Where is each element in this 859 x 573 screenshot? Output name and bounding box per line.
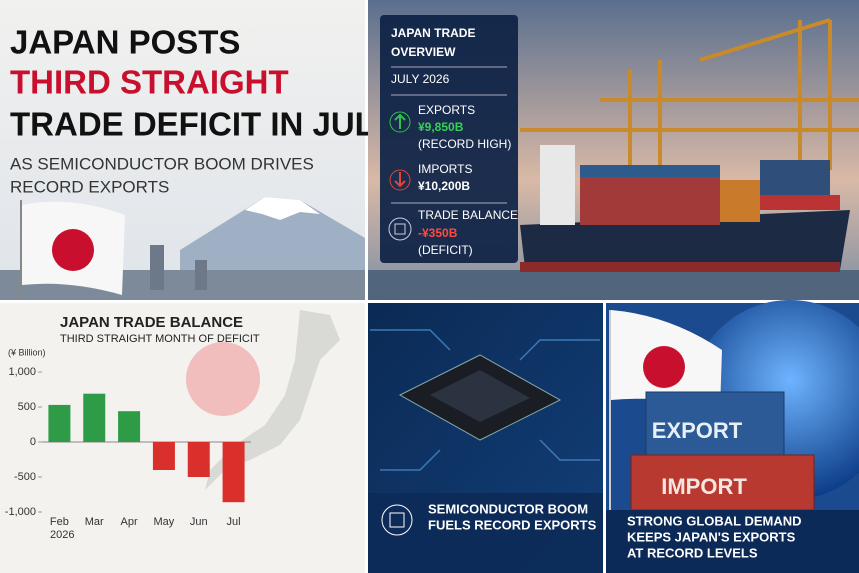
overview-title: OVERVIEW bbox=[391, 45, 456, 59]
flag-sun bbox=[643, 346, 685, 388]
container-label: IMPORT bbox=[661, 474, 747, 499]
x-year-label: 2026 bbox=[50, 529, 74, 541]
semiconductor-panel: SEMICONDUCTOR BOOM FUELS RECORD EXPORTS bbox=[368, 303, 603, 573]
down-arrow bbox=[394, 172, 406, 188]
caption: STRONG GLOBAL DEMAND bbox=[627, 513, 802, 528]
x-tick-label: Feb bbox=[50, 516, 69, 528]
chart-title: JAPAN TRADE BALANCE bbox=[60, 314, 243, 331]
y-tick-label: -1,000 bbox=[5, 506, 36, 518]
caption: SEMICONDUCTOR BOOM bbox=[428, 501, 588, 516]
x-tick-label: May bbox=[154, 516, 175, 528]
chip-die bbox=[430, 370, 530, 422]
chip-icon bbox=[388, 217, 412, 241]
building bbox=[195, 260, 207, 290]
cranes bbox=[520, 18, 859, 180]
balance-label: TRADE BALANCE bbox=[418, 208, 518, 222]
caption: AT RECORD LEVELS bbox=[627, 545, 758, 560]
chart-panel: JAPAN TRADE BALANCE THIRD STRAIGHT MONTH… bbox=[0, 303, 365, 573]
y-axis-label: (¥ Billion) bbox=[8, 347, 46, 357]
imports-label: IMPORTS bbox=[418, 162, 472, 176]
y-tick-label: 0 bbox=[30, 436, 36, 448]
icon bbox=[389, 111, 411, 133]
container-label: EXPORT bbox=[652, 418, 743, 443]
headline-panel: JAPAN POSTS THIRD STRAIGHT TRADE DEFICIT… bbox=[0, 0, 394, 300]
exports-note: (RECORD HIGH) bbox=[418, 137, 511, 151]
bar bbox=[83, 393, 106, 442]
water bbox=[368, 270, 859, 300]
container bbox=[645, 391, 785, 456]
up-arrow bbox=[394, 113, 406, 129]
containers bbox=[580, 160, 840, 225]
ship-panel: JAPAN TRADE OVERVIEW JULY 2026 EXPORTS ¥… bbox=[368, 0, 859, 300]
hull-band bbox=[520, 262, 840, 272]
overview-period: JULY 2026 bbox=[391, 72, 450, 86]
headline-line: JAPAN POSTS bbox=[10, 24, 240, 61]
imports-value: ¥10,200B bbox=[418, 179, 470, 193]
exports-value: ¥9,850B bbox=[418, 120, 464, 134]
global-panel: EXPORT IMPORT STRONG GLOBAL DEMAND KEEPS… bbox=[606, 300, 859, 573]
x-tick-label: Apr bbox=[121, 516, 138, 528]
bar bbox=[118, 411, 141, 442]
caption-box bbox=[606, 510, 859, 573]
headline-subtitle: AS SEMICONDUCTOR BOOM DRIVES bbox=[10, 154, 314, 173]
exports-label: EXPORTS bbox=[418, 103, 475, 117]
caption-box bbox=[368, 493, 603, 573]
bar bbox=[152, 442, 175, 470]
headline-subtitle: RECORD EXPORTS bbox=[10, 177, 169, 196]
x-tick-label: Mar bbox=[85, 516, 104, 528]
y-tick-label: -500 bbox=[14, 471, 36, 483]
chip-icon bbox=[394, 223, 406, 235]
sun-circle bbox=[186, 342, 260, 416]
y-tick-label: 500 bbox=[18, 401, 36, 413]
balance-value: -¥350B bbox=[418, 226, 458, 240]
chart-subtitle: THIRD STRAIGHT MONTH OF DEFICIT bbox=[60, 333, 260, 345]
bar bbox=[48, 404, 71, 442]
flag-sun bbox=[52, 229, 94, 271]
circuit-traces bbox=[370, 329, 600, 471]
building bbox=[150, 245, 164, 290]
balance-note: (DEFICIT) bbox=[418, 243, 473, 257]
icon bbox=[389, 169, 411, 191]
caption: FUELS RECORD EXPORTS bbox=[428, 517, 597, 532]
bridge bbox=[540, 145, 575, 225]
bar bbox=[222, 442, 245, 503]
headline-line: THIRD STRAIGHT bbox=[10, 64, 289, 101]
container bbox=[630, 454, 815, 511]
y-tick-label: 1,000 bbox=[8, 366, 36, 378]
overview-box bbox=[380, 15, 518, 263]
bar bbox=[187, 442, 210, 477]
chip-icon bbox=[381, 504, 413, 536]
caption: KEEPS JAPAN'S EXPORTS bbox=[627, 529, 796, 544]
snow-cap bbox=[245, 197, 320, 220]
x-tick-label: Jul bbox=[227, 516, 241, 528]
overview-title: JAPAN TRADE bbox=[391, 26, 475, 40]
x-tick-label: Jun bbox=[190, 516, 208, 528]
headline-line: TRADE DEFICIT IN JULY bbox=[10, 106, 394, 143]
chip-icon bbox=[389, 512, 405, 528]
